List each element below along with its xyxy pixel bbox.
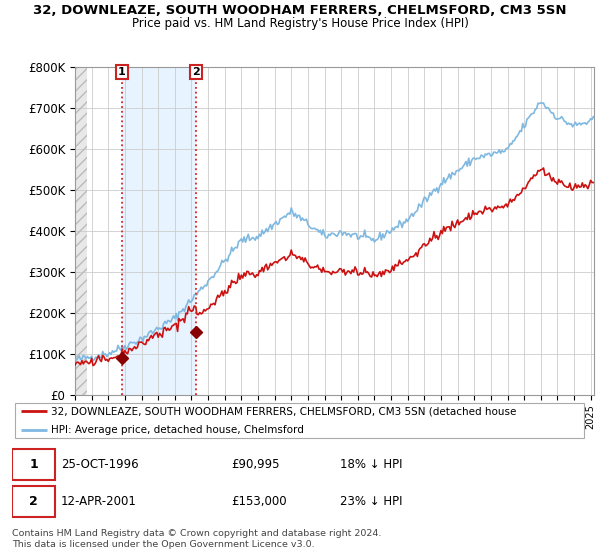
Text: 32, DOWNLEAZE, SOUTH WOODHAM FERRERS, CHELMSFORD, CM3 5SN: 32, DOWNLEAZE, SOUTH WOODHAM FERRERS, CH… [33,4,567,17]
FancyBboxPatch shape [12,486,55,517]
Text: 25-OCT-1996: 25-OCT-1996 [61,458,139,472]
FancyBboxPatch shape [12,449,55,480]
Text: £90,995: £90,995 [231,458,280,472]
Text: Price paid vs. HM Land Registry's House Price Index (HPI): Price paid vs. HM Land Registry's House … [131,17,469,30]
Bar [75,67,88,395]
Text: 18% ↓ HPI: 18% ↓ HPI [340,458,403,472]
Text: 2: 2 [192,67,200,77]
FancyBboxPatch shape [15,403,584,438]
Bar [75,67,88,395]
Text: Contains HM Land Registry data © Crown copyright and database right 2024.
This d: Contains HM Land Registry data © Crown c… [12,529,382,549]
Text: £153,000: £153,000 [231,495,287,508]
Text: 1: 1 [118,67,126,77]
Text: 2: 2 [29,495,38,508]
Text: 32, DOWNLEAZE, SOUTH WOODHAM FERRERS, CHELMSFORD, CM3 5SN (detached house: 32, DOWNLEAZE, SOUTH WOODHAM FERRERS, CH… [51,406,517,416]
Text: 23% ↓ HPI: 23% ↓ HPI [340,495,403,508]
Text: 1: 1 [29,458,38,472]
Bar [122,67,196,395]
Text: HPI: Average price, detached house, Chelmsford: HPI: Average price, detached house, Chel… [51,425,304,435]
Text: 12-APR-2001: 12-APR-2001 [61,495,137,508]
